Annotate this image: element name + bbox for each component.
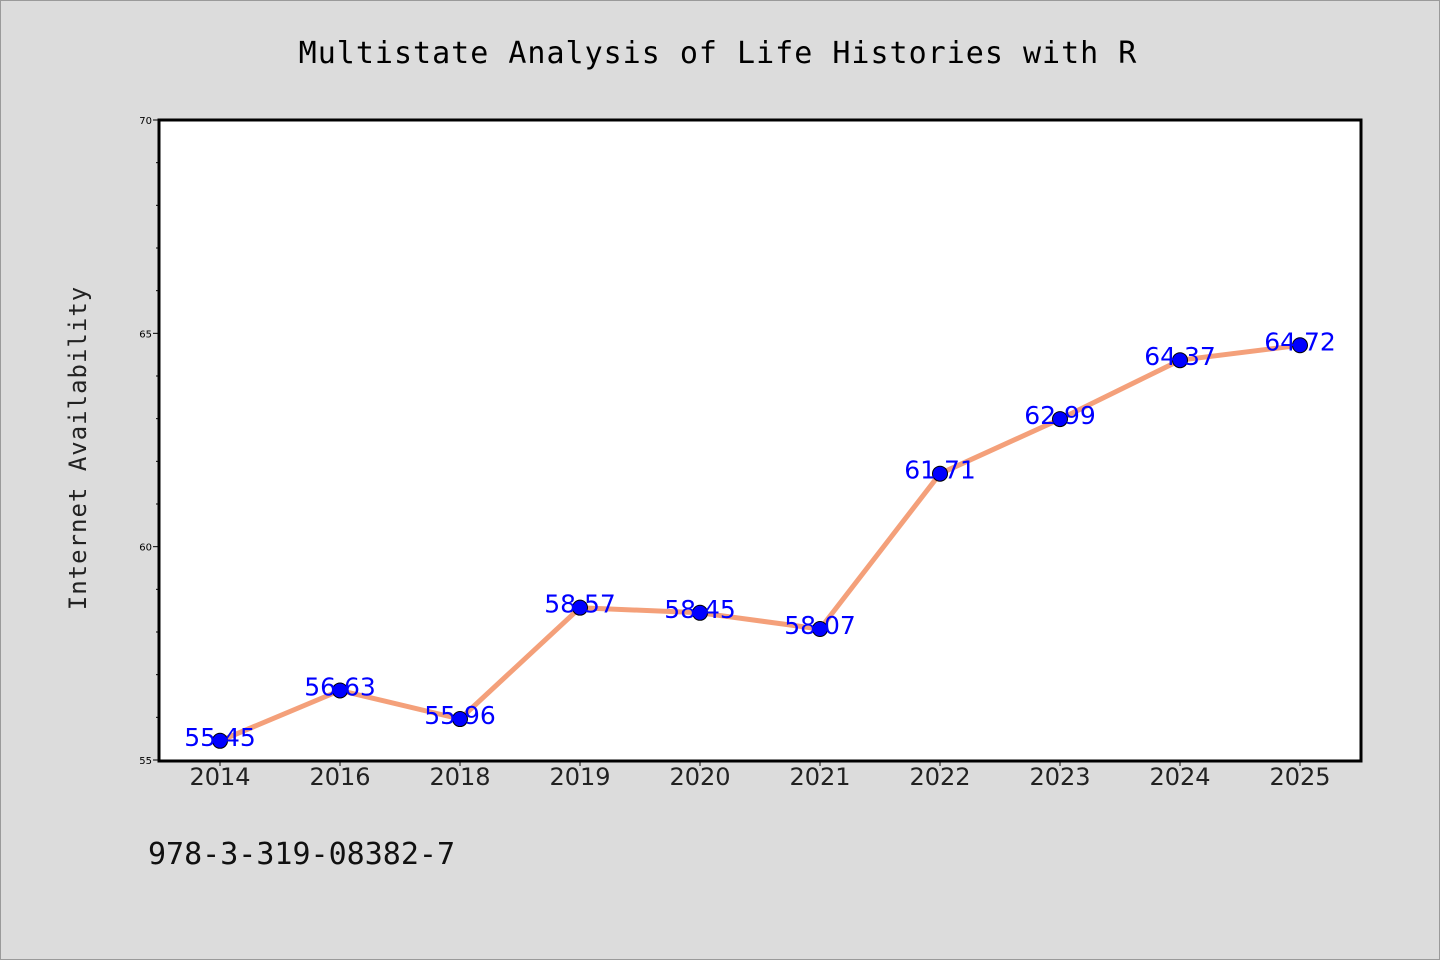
x-tick-label: 2024: [1149, 763, 1210, 791]
data-point-marker: [452, 711, 468, 728]
data-label: 58.07: [784, 611, 856, 640]
data-point-marker: [1292, 337, 1308, 354]
isbn-annotation: 978-3-319-08382-7: [148, 837, 455, 872]
y-tick-label: 60: [139, 543, 152, 554]
y-axis-label: Internet Availability: [64, 286, 92, 610]
data-label: 64.37: [1144, 342, 1216, 371]
data-label: 64.72: [1264, 327, 1336, 356]
series-line-group: [217, 342, 1303, 744]
y-tick-label: 55: [139, 756, 152, 767]
x-tick-label: 2025: [1269, 763, 1330, 791]
data-point-marker: [1172, 352, 1188, 369]
chart-title: Multistate Analysis of Life Histories wi…: [299, 36, 1138, 71]
x-tick-label: 2016: [309, 763, 370, 791]
data-point-marker: [212, 732, 228, 749]
x-tick-label: 2022: [909, 763, 970, 791]
y-tick-label: 65: [139, 329, 152, 340]
x-tick-label: 2023: [1029, 763, 1090, 791]
data-label: 61.71: [904, 456, 976, 485]
data-point-marker: [812, 621, 828, 638]
markers-group: [212, 337, 1308, 749]
data-point-marker: [332, 682, 348, 699]
data-label: 62.99: [1024, 401, 1096, 430]
y-tick-label: 70: [139, 116, 152, 127]
data-label: 56.63: [304, 672, 376, 701]
data-labels-group: 55.45 56.63 55.96 58.57 58.45 58.07 61.71 62.99…: [184, 327, 1336, 752]
data-label: 55.45: [184, 723, 256, 752]
x-tick-label: 2021: [789, 763, 850, 791]
y-axis: 55 60 65 70: [139, 116, 160, 767]
x-axis: 2014 2016 2018 2019 2020 2021 2022 2023 2024 2025: [189, 760, 1331, 791]
data-point-marker: [572, 599, 588, 616]
data-point-marker: [932, 465, 948, 482]
series-line: [217, 342, 1303, 744]
x-tick-label: 2020: [669, 763, 730, 791]
plot-area: [157, 118, 1363, 763]
data-label: 58.45: [664, 595, 736, 624]
data-label: 58.57: [544, 590, 616, 619]
data-label: 55.96: [424, 701, 496, 730]
x-tick-label: 2014: [189, 763, 250, 791]
data-point-marker: [692, 604, 708, 621]
data-point-marker: [1052, 411, 1068, 428]
x-tick-label: 2019: [549, 763, 610, 791]
x-tick-label: 2018: [429, 763, 490, 791]
